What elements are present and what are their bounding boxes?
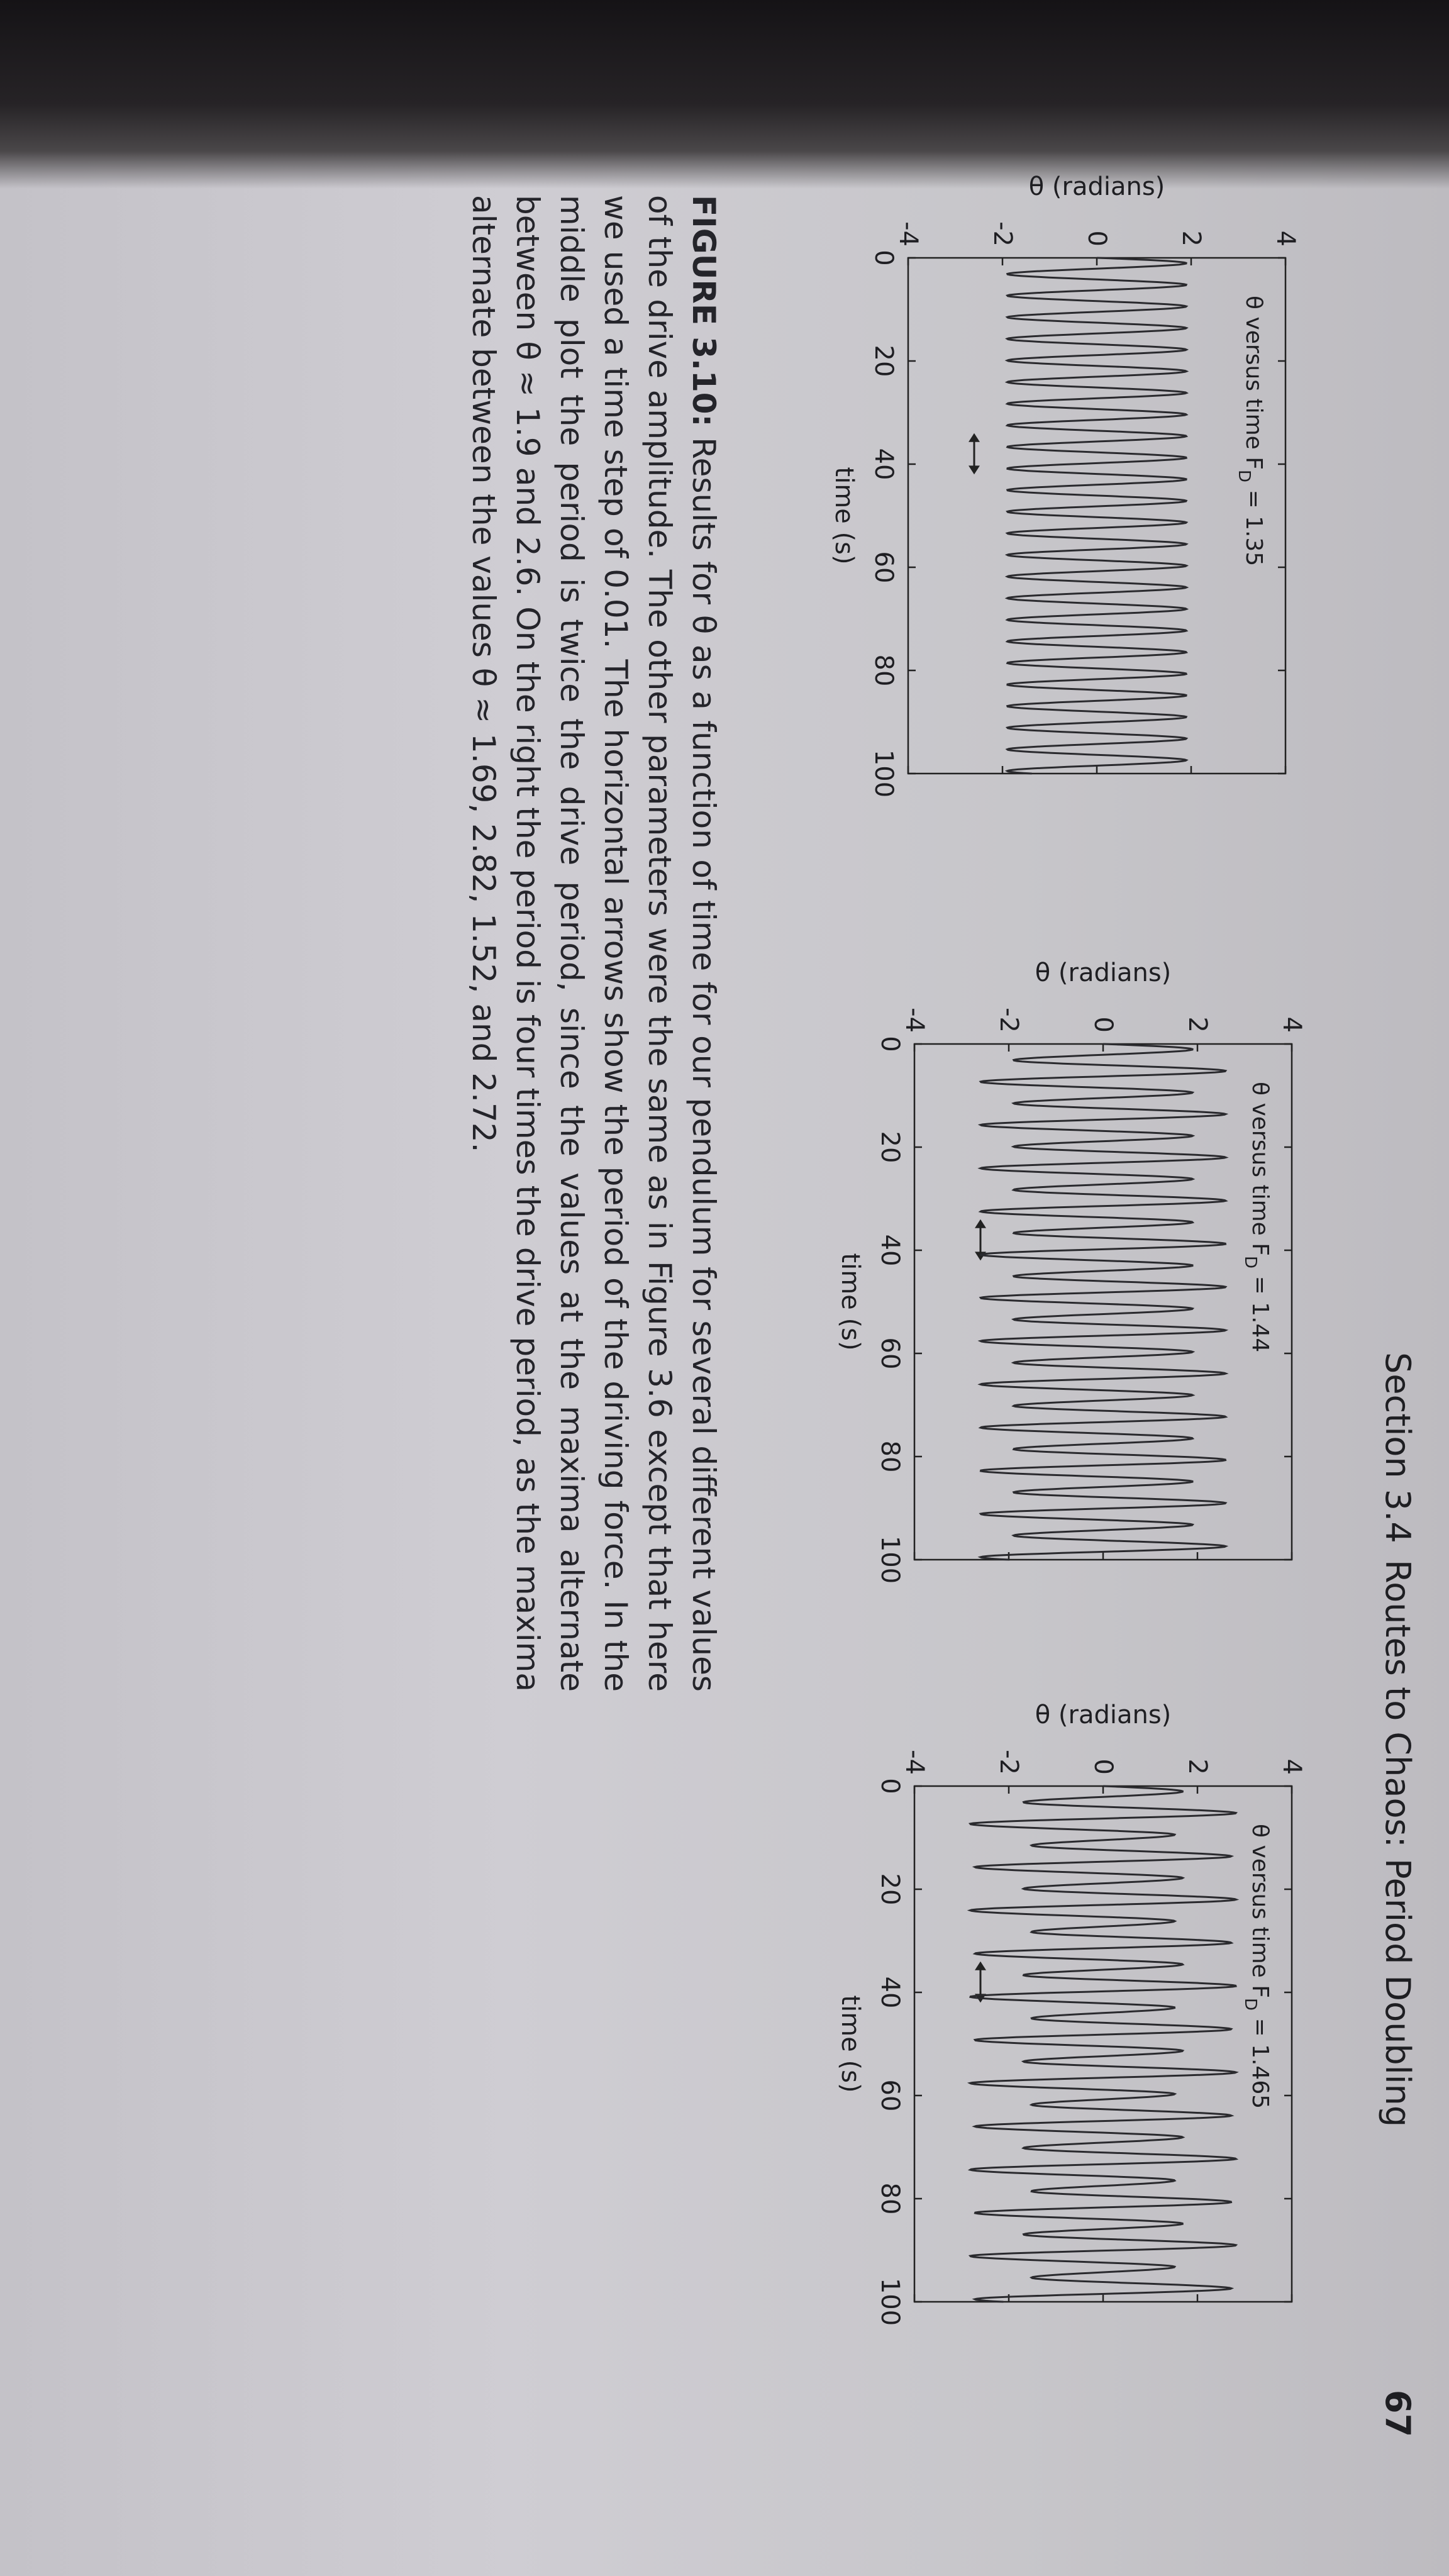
plot-frame (913, 1785, 1293, 2303)
plot-panel-fd-1-44: 0 20 40 60 80 100 -4 -2 0 2 4 time (s) θ (radians) θ … (836, 931, 1317, 1635)
title-fd: F (1247, 1985, 1273, 1998)
y-tick-label: 2 (1183, 1017, 1212, 1033)
title-fd: F (1247, 1243, 1273, 1256)
x-axis-label: time (s) (830, 467, 858, 564)
x-tick-label: 100 (869, 750, 898, 797)
plot-svg: 0 20 40 60 80 100 -4 -2 0 2 4 time (s) θ (radians) θ … (830, 172, 1300, 797)
title-fd: F (1241, 457, 1267, 470)
y-tick-label: -2 (994, 1750, 1023, 1775)
theta-curve (1004, 257, 1189, 775)
y-axis-label: θ (radians) (1035, 958, 1172, 987)
x-tick-label: 20 (869, 345, 898, 377)
plot-frame (907, 257, 1287, 775)
plot-title: θ versus time FD = 1.35 (1235, 296, 1267, 566)
figure-caption: FIGURE 3.10: Results for θ as a function… (462, 195, 726, 1692)
page-number: 67 (1378, 2390, 1418, 2438)
plot-frame (913, 1043, 1293, 1561)
x-tick-label: 60 (875, 2080, 904, 2112)
y-tick-label: -4 (900, 1008, 929, 1033)
title-fd-sub: D (1241, 1998, 1260, 2011)
period-arrow-left-head (969, 433, 980, 442)
x-tick-label: 100 (875, 1536, 904, 1584)
y-tick-label: -4 (894, 221, 923, 247)
plot-title: θ versus time FD = 1.465 (1241, 1824, 1273, 2109)
y-tick-label: -2 (994, 1008, 1023, 1033)
x-tick-label: 80 (875, 1441, 904, 1473)
x-axis-label: time (s) (836, 1995, 865, 2092)
title-fd-sub: D (1241, 1256, 1260, 1269)
y-tick-label: 0 (1082, 231, 1111, 247)
period-arrow-right-head (969, 465, 980, 475)
y-tick-label: 0 (1089, 1759, 1118, 1775)
x-tick-label: 80 (875, 2183, 904, 2215)
plot-title: θ versus time FD = 1.44 (1241, 1082, 1273, 1352)
title-fd-value: = 1.44 (1247, 1269, 1273, 1352)
caption-label: FIGURE 3.10: (686, 195, 722, 427)
y-axis-label: θ (radians) (1029, 172, 1165, 201)
x-tick-label: 40 (869, 448, 898, 480)
y-tick-label: 4 (1277, 1759, 1306, 1775)
title-main: θ versus time (1247, 1824, 1273, 1985)
title-main: θ versus time (1241, 296, 1267, 457)
caption-text: Results for θ as a function of time for … (465, 195, 722, 1692)
period-arrow-left-head (975, 1219, 986, 1228)
x-tick-label: 100 (875, 2278, 904, 2326)
x-tick-label: 0 (869, 250, 898, 265)
title-fd-sub: D (1235, 470, 1253, 482)
plot-panel-fd-1-35: 0 20 40 60 80 100 -4 -2 0 2 4 time (s) θ (radians) θ … (830, 145, 1311, 849)
section-title: Routes to Chaos: Period Doubling (1378, 1560, 1418, 2128)
y-axis-label: θ (radians) (1035, 1701, 1172, 1729)
x-tick-label: 0 (875, 1036, 904, 1052)
title-fd-value: = 1.35 (1241, 482, 1267, 566)
y-tick-label: 4 (1277, 1017, 1306, 1033)
section-number: Section 3.4 (1378, 1352, 1418, 1543)
plot-panel-fd-1-465: 0 20 40 60 80 100 -4 -2 0 2 4 time (s) θ (radians) θ … (836, 1673, 1317, 2377)
y-tick-label: 0 (1089, 1017, 1118, 1033)
title-fd-value: = 1.465 (1247, 2011, 1273, 2109)
plot-svg: 0 20 40 60 80 100 -4 -2 0 2 4 time (s) θ (radians) θ … (836, 1701, 1306, 2326)
y-tick-label: 2 (1183, 1759, 1212, 1775)
y-tick-label: 4 (1271, 231, 1300, 247)
y-tick-label: -4 (900, 1750, 929, 1775)
x-tick-label: 60 (875, 1338, 904, 1370)
x-tick-label: 0 (875, 1778, 904, 1794)
y-tick-label: 2 (1177, 231, 1206, 247)
x-tick-label: 40 (875, 1235, 904, 1267)
x-tick-label: 60 (869, 552, 898, 584)
title-main: θ versus time (1247, 1082, 1273, 1243)
x-tick-label: 20 (875, 1874, 904, 1906)
plot-svg: 0 20 40 60 80 100 -4 -2 0 2 4 time (s) θ (radians) θ … (836, 958, 1306, 1584)
x-tick-label: 40 (875, 1977, 904, 2009)
page-shadow (0, 0, 1449, 189)
y-tick-label: -2 (988, 221, 1017, 247)
period-arrow-left-head (975, 1961, 986, 1970)
theta-curve (977, 1043, 1229, 1561)
x-tick-label: 20 (875, 1131, 904, 1163)
page-header: Section 3.4 Routes to Chaos: Period Doub… (1355, 1352, 1418, 2484)
x-axis-label: time (s) (836, 1253, 865, 1350)
theta-curve (967, 1785, 1240, 2303)
x-tick-label: 80 (869, 655, 898, 687)
